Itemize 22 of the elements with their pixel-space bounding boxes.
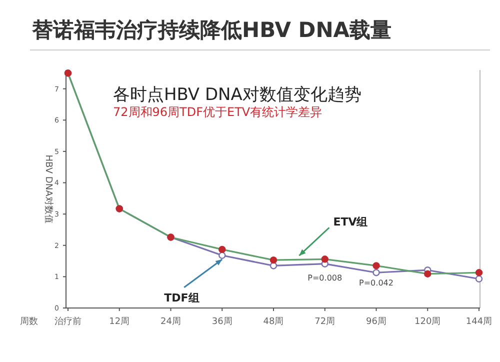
y-axis-title: HBV DNA对数值 (43, 154, 54, 224)
x-tick-label: 48周 (263, 316, 284, 327)
point (372, 269, 380, 276)
chart-title: 替诺福韦治疗持续降低HBV DNA载量 (31, 18, 392, 42)
x-tick-label: 治疗前 (54, 316, 82, 327)
x-tick-label: 12周 (109, 316, 130, 327)
text: ETV组 (333, 216, 368, 229)
x-axis-title: 周数 (20, 316, 38, 327)
annotation: 72周和96周TDF优于ETV有统计学差异 (113, 105, 322, 119)
x-tick-label: 120周 (414, 316, 441, 327)
text: TDF组 (164, 291, 200, 304)
x-tick-label: 96周 (366, 316, 386, 327)
x-tick-label: 144周 (466, 316, 492, 327)
x-tick-label: 36周 (212, 316, 232, 327)
x-tick-label: 24周 (160, 316, 181, 327)
point (270, 262, 278, 270)
point (218, 252, 226, 259)
x-tick-label: 72周 (314, 316, 336, 327)
annotation: P=0.008 (308, 274, 342, 283)
annotation: P=0.042 (359, 278, 394, 288)
text: 各时点HBV DNA对数值变化趋势 (113, 85, 362, 105)
point (475, 275, 483, 282)
